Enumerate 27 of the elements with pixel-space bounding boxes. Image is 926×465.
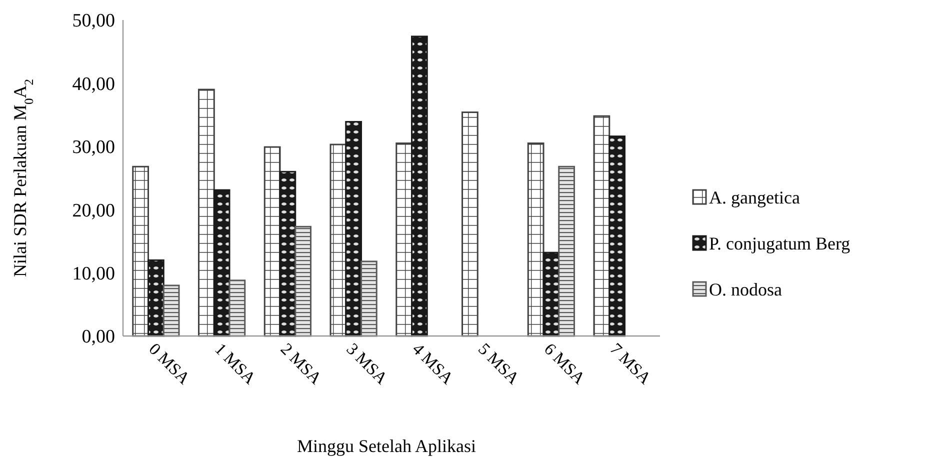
bar [264, 146, 281, 337]
bar [345, 121, 362, 337]
y-tick-label: 30,00 [72, 137, 115, 158]
y-tick-label: 50,00 [72, 10, 115, 32]
bar [360, 260, 378, 337]
y-tick-label: 40,00 [72, 74, 115, 95]
bar [132, 166, 149, 337]
x-axis-title: Minggu Setelah Aplikasi [297, 436, 476, 456]
bar [527, 142, 544, 337]
bar [294, 226, 312, 337]
bar [228, 280, 246, 337]
legend-label: A. gangetica [709, 187, 800, 208]
y-tick-label: 20,00 [72, 200, 115, 222]
legend-label: O. nodosa [709, 279, 782, 300]
bar [198, 88, 215, 337]
y-tick-label: 10,00 [72, 263, 115, 284]
bar [462, 112, 478, 337]
bar [213, 189, 230, 337]
bar [608, 136, 626, 337]
y-tick-label: 0,00 [82, 326, 115, 348]
bar [279, 170, 296, 337]
bar [148, 259, 164, 337]
bar [411, 36, 428, 337]
bar [396, 142, 412, 337]
legend-label: P. conjugatum Berg [709, 233, 850, 254]
bar [558, 166, 575, 337]
bar [162, 284, 180, 337]
